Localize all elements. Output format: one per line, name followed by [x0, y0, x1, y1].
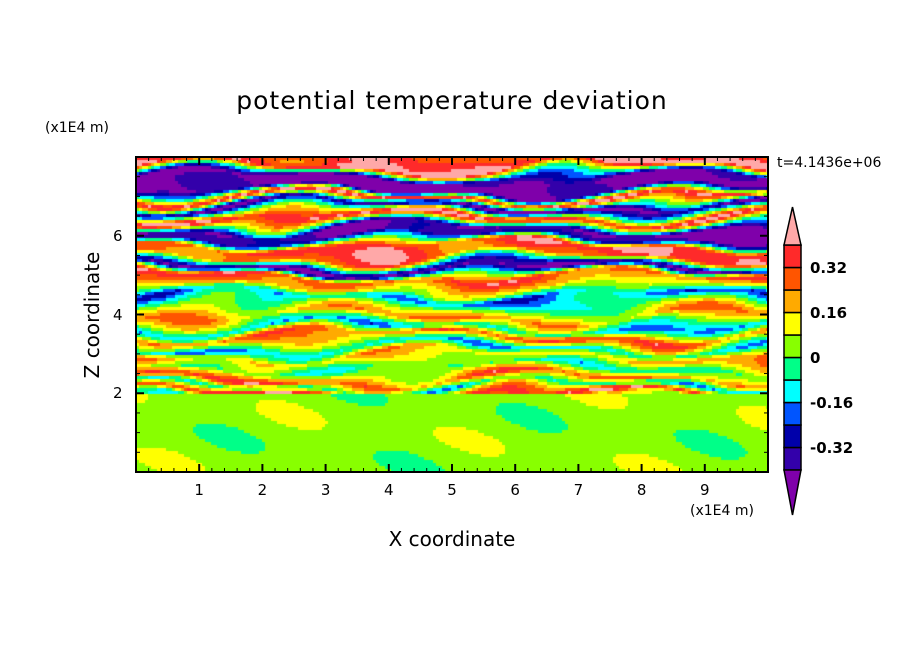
x-tick-label: 9	[700, 481, 710, 499]
colorbar-label: 0.32	[810, 258, 848, 277]
x-tick-label: 3	[320, 481, 331, 499]
z-tick-label: 4	[113, 305, 123, 324]
colorbar-box	[783, 379, 802, 404]
x-tick-label: 4	[384, 481, 394, 499]
chart-title: potential temperature deviation	[236, 86, 668, 115]
colorbar-label: 0.16	[810, 303, 848, 322]
colorbar-box	[783, 446, 802, 471]
colorbar-box	[783, 356, 802, 381]
colorbar-upper-arrow	[783, 206, 802, 246]
colorbar-label: 0	[810, 348, 821, 367]
plot-frame	[135, 156, 769, 473]
x-tick-label: 1	[194, 481, 204, 499]
colorbar-box	[783, 401, 802, 426]
colorbar-box	[783, 289, 802, 314]
time-label: t=4.1436e+06	[777, 155, 882, 171]
colorbar-label: -0.16	[810, 393, 854, 412]
colorbar-box	[783, 244, 802, 269]
colorbar-box	[783, 311, 802, 336]
colorbar-lower-arrow	[783, 469, 802, 516]
colorbar-box	[783, 334, 802, 359]
z-axis-unit: (x1E4 m)	[45, 120, 109, 136]
x-tick-label: 8	[636, 481, 647, 499]
x-tick-label: 6	[510, 481, 520, 499]
colorbar-box	[783, 266, 802, 291]
colorbar-label: -0.32	[810, 438, 854, 457]
x-tick-label: 7	[573, 481, 584, 499]
colorbar-box	[783, 424, 802, 449]
contour-field	[136, 157, 768, 472]
z-tick-label: 6	[113, 226, 123, 245]
x-axis-label: X coordinate	[388, 527, 516, 551]
x-tick-label: 5	[447, 481, 457, 499]
x-tick-label: 2	[257, 481, 268, 499]
x-axis-unit: (x1E4 m)	[690, 503, 754, 519]
z-tick-label: 2	[113, 384, 123, 403]
